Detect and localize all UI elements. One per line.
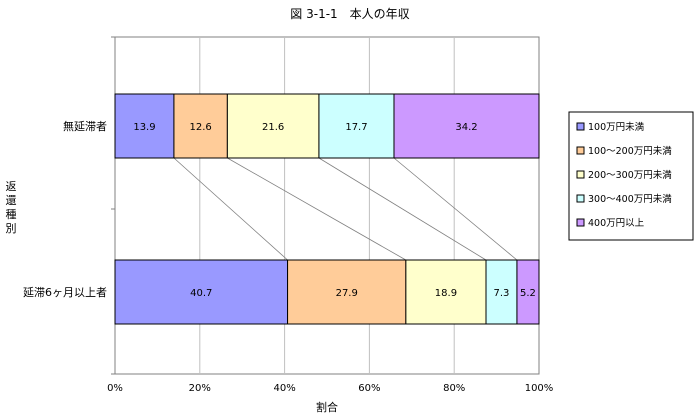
bar-segment bbox=[318, 93, 395, 159]
legend-box bbox=[568, 111, 694, 241]
data-label: 5.2 bbox=[520, 288, 536, 299]
bar-segment bbox=[114, 93, 175, 159]
bar-segment bbox=[114, 259, 289, 325]
bar-segment bbox=[226, 93, 320, 159]
legend-swatch bbox=[576, 146, 585, 155]
data-label: 18.9 bbox=[435, 288, 457, 299]
category-label: 延滞6ヶ月以上者 bbox=[23, 286, 107, 299]
legend-label: 300～400万円未満 bbox=[588, 193, 672, 205]
x-tick-label: 20% bbox=[189, 383, 211, 394]
data-label: 27.9 bbox=[336, 288, 358, 299]
series-line bbox=[318, 157, 487, 261]
x-tick-label: 40% bbox=[273, 383, 295, 394]
legend-swatch bbox=[576, 170, 585, 179]
data-label: 12.6 bbox=[190, 122, 212, 133]
series-lines bbox=[173, 157, 518, 261]
y-axis-label: 返還種別 bbox=[5, 180, 17, 235]
data-label: 21.6 bbox=[262, 122, 284, 133]
x-tick-labels: 0% 20% 40% 60% 80% 100% bbox=[107, 383, 553, 394]
data-label: 34.2 bbox=[455, 122, 477, 133]
data-label: 13.9 bbox=[133, 122, 155, 133]
bar-segment bbox=[516, 259, 540, 325]
data-label: 7.3 bbox=[494, 288, 510, 299]
x-tick-label: 60% bbox=[358, 383, 380, 394]
bars: 13.9 12.6 21.6 17.7 34.2 40.7 27.9 18.9 7.3 5.2 bbox=[114, 93, 540, 325]
x-tick-label: 80% bbox=[443, 383, 465, 394]
chart-title: 図 3-1-1 本人の年収 bbox=[290, 7, 409, 21]
series-line bbox=[227, 157, 407, 261]
legend-label: 100万円未満 bbox=[588, 121, 645, 133]
legend-swatch bbox=[576, 122, 585, 131]
bar-segment bbox=[405, 259, 487, 325]
legend-swatch bbox=[576, 194, 585, 203]
legend-label: 100～200万円未満 bbox=[588, 145, 672, 157]
series-line bbox=[173, 157, 288, 261]
legend-label: 200～300万円未満 bbox=[588, 169, 672, 181]
x-axis-label: 割合 bbox=[316, 400, 338, 414]
series-line bbox=[393, 157, 518, 261]
bar-segment bbox=[173, 93, 228, 159]
data-label: 17.7 bbox=[345, 122, 367, 133]
legend-label: 400万円以上 bbox=[588, 218, 645, 229]
x-tick-label: 0% bbox=[107, 383, 123, 394]
bar-segment bbox=[393, 93, 540, 159]
legend-swatch bbox=[576, 218, 585, 227]
data-label: 40.7 bbox=[190, 288, 212, 299]
x-tick-label: 100% bbox=[525, 383, 554, 394]
category-label: 無延滞者 bbox=[63, 119, 107, 133]
legend: 100万円未満 100～200万円未満 200～300万円未満 300～400万円未満… bbox=[568, 111, 694, 241]
